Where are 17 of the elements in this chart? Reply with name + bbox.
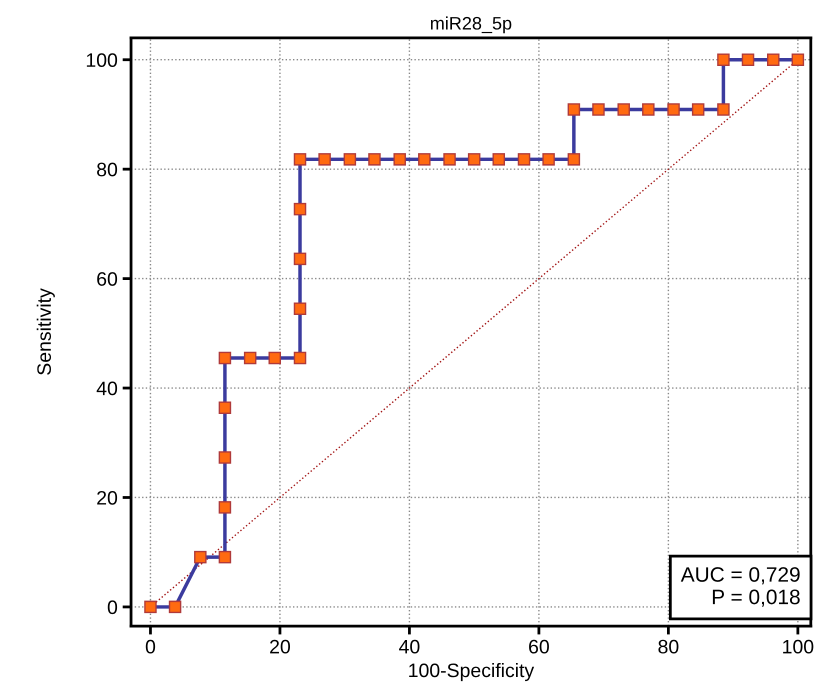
x-tick-label: 20 — [270, 640, 290, 654]
x-tick-label: 40 — [399, 640, 420, 654]
y-tick-label: 20 — [97, 490, 118, 505]
x-tick-label: 0 — [146, 640, 156, 654]
chart-title: miR28_5p — [430, 16, 512, 34]
y-tick-label: 100 — [86, 53, 118, 67]
annotation: AUC = 0,729 — [680, 567, 800, 584]
x-tick-label: 80 — [658, 640, 678, 654]
x-tick-label: 100 — [783, 640, 814, 654]
y-tick-label: 0 — [108, 600, 118, 614]
y-tick-label: 60 — [97, 272, 118, 286]
y-tick-label: 80 — [97, 162, 118, 176]
x-tick-label: 60 — [529, 640, 549, 654]
annotation: P = 0,018 — [712, 590, 800, 607]
y-tick-label: 40 — [96, 382, 118, 396]
x-axis-title: 100-Specificity — [409, 662, 534, 682]
y-axis-title: Sensitivity — [36, 288, 55, 375]
